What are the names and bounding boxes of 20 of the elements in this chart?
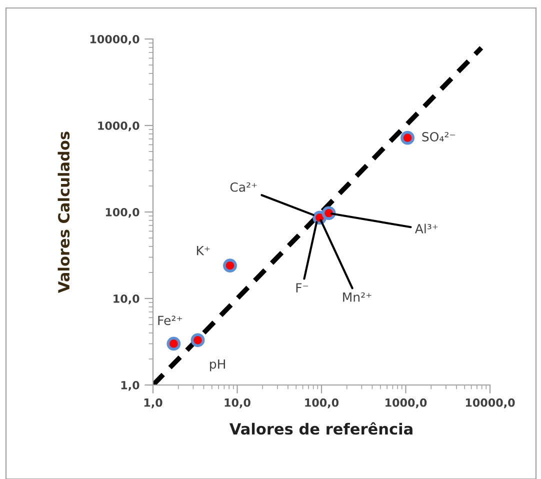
y-tick-label: 1,0 <box>121 380 140 391</box>
annotation: Ca²⁺ <box>230 182 257 192</box>
x-axis-title: Valores de referência <box>229 422 412 435</box>
annotation: Fe²⁺ <box>158 316 182 326</box>
annotation: Al³⁺ <box>414 224 438 234</box>
y-tick-label: 10000,0 <box>90 34 140 45</box>
x-tick-label: 100,0 <box>305 398 339 408</box>
annotation: F⁻ <box>296 283 308 292</box>
y-tick-label: 100,0 <box>106 208 140 218</box>
x-tick-label: 10000,0 <box>466 398 515 408</box>
annotation: SO₄²⁻ <box>422 132 455 142</box>
annotation: K⁺ <box>196 246 210 256</box>
x-tick-label: 1000,0 <box>386 398 427 408</box>
annotation: Mn²⁺ <box>343 292 372 302</box>
x-tick-label: 10,0 <box>224 398 250 408</box>
annotation: pH <box>210 359 225 372</box>
y-tick-label: 1000,0 <box>98 121 140 132</box>
y-tick-label: 10,0 <box>114 294 140 304</box>
x-tick-label: 1,0 <box>144 398 162 408</box>
y-axis-title: Valores Calculados <box>58 132 70 293</box>
